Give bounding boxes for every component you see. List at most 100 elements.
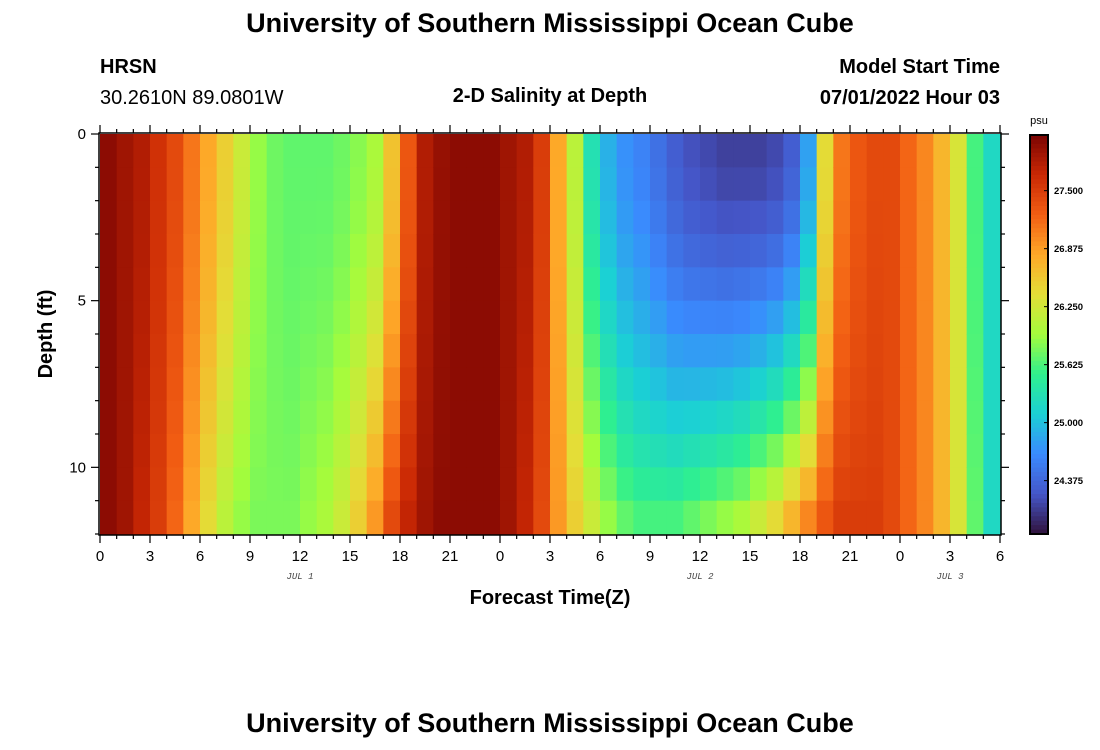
- heatmap-cell: [333, 300, 351, 335]
- heatmap-cell: [633, 167, 651, 202]
- heatmap-cell: [233, 200, 251, 235]
- colorbar-segment: [1030, 476, 1048, 482]
- heatmap-cell: [466, 500, 484, 535]
- heatmap-cell: [916, 234, 934, 268]
- heatmap-cell: [950, 300, 968, 335]
- heatmap-cell: [900, 167, 918, 202]
- colorbar-segment: [1030, 520, 1048, 526]
- heatmap-cell: [750, 400, 768, 435]
- heatmap-cell: [716, 267, 734, 302]
- heatmap-cell: [700, 400, 718, 435]
- heatmap-cell: [483, 467, 501, 502]
- heatmap-cell: [550, 234, 568, 268]
- heatmap-cell: [866, 267, 884, 302]
- heatmap-cell: [233, 434, 251, 468]
- heatmap-cell: [400, 267, 418, 302]
- heatmap-cell: [200, 367, 218, 402]
- y-tick-label: 10: [69, 459, 86, 476]
- heatmap-cell: [350, 300, 368, 335]
- heatmap-cell: [766, 134, 784, 168]
- colorbar-segment: [1030, 467, 1048, 473]
- heatmap-cell: [883, 467, 901, 502]
- heatmap-cell: [500, 234, 518, 268]
- x-tick-label: 18: [792, 548, 809, 565]
- heatmap-cell: [133, 400, 151, 435]
- heatmap-cell: [333, 167, 351, 202]
- heatmap-cell: [166, 234, 184, 268]
- colorbar-segment: [1030, 445, 1048, 451]
- heatmap-cell: [516, 400, 534, 435]
- colorbar-segment: [1030, 352, 1048, 358]
- heatmap-cell: [466, 234, 484, 268]
- heatmap-cell: [216, 167, 234, 202]
- heatmap-cell: [716, 200, 734, 235]
- heatmap-cell: [266, 267, 284, 302]
- heatmap-cell: [266, 234, 284, 268]
- heatmap-cell: [216, 434, 234, 468]
- heatmap-cell: [950, 467, 968, 502]
- heatmap-cell: [383, 234, 401, 268]
- heatmap-cell: [666, 134, 684, 168]
- heatmap-cell: [400, 167, 418, 202]
- x-tick-label: 0: [896, 548, 904, 565]
- heatmap-cell: [750, 267, 768, 302]
- heatmap-cell: [433, 334, 451, 368]
- heatmap-cell: [100, 267, 118, 302]
- heatmap-cell: [900, 467, 918, 502]
- heatmap-cell: [150, 367, 168, 402]
- heatmap-cell: [350, 467, 368, 502]
- heatmap-cell: [833, 434, 851, 468]
- heatmap-cell: [166, 134, 184, 168]
- heatmap-cell: [383, 267, 401, 302]
- heatmap-cell: [383, 467, 401, 502]
- heatmap-cell: [650, 434, 668, 468]
- heatmap-cell: [900, 200, 918, 235]
- heatmap-cell: [366, 367, 384, 402]
- heatmap-cell: [850, 134, 868, 168]
- heatmap-cell: [166, 267, 184, 302]
- heatmap-cell: [450, 167, 468, 202]
- heatmap-cell: [416, 400, 434, 435]
- heatmap-cell: [350, 167, 368, 202]
- heatmap-cell: [900, 234, 918, 268]
- heatmap-cell: [450, 334, 468, 368]
- heatmap-cell: [233, 300, 251, 335]
- heatmap-cell: [300, 134, 318, 168]
- heatmap-cell: [500, 467, 518, 502]
- colorbar-segment: [1030, 369, 1048, 375]
- heatmap-cell: [216, 200, 234, 235]
- heatmap-cell: [516, 167, 534, 202]
- colorbar-segment: [1030, 383, 1048, 389]
- y-tick-label: 0: [78, 126, 86, 143]
- heatmap-cell: [433, 267, 451, 302]
- heatmap-cell: [216, 467, 234, 502]
- heatmap-cell: [433, 200, 451, 235]
- heatmap-cell: [250, 167, 268, 202]
- heatmap-cell: [350, 400, 368, 435]
- heatmap-cell: [900, 134, 918, 168]
- heatmap-cell: [266, 367, 284, 402]
- colorbar-segment: [1030, 525, 1048, 531]
- heatmap-cell: [466, 467, 484, 502]
- heatmap-cell: [633, 334, 651, 368]
- heatmap-cell: [766, 434, 784, 468]
- colorbar-segment: [1030, 436, 1048, 442]
- heatmap-cell: [716, 467, 734, 502]
- heatmap-cell: [983, 400, 1001, 435]
- heatmap-cell: [983, 167, 1001, 202]
- heatmap-cell: [950, 500, 968, 535]
- heatmap-cell: [550, 167, 568, 202]
- heatmap-cell: [250, 400, 268, 435]
- heatmap-cell: [616, 400, 634, 435]
- heatmap-cell: [300, 200, 318, 235]
- heatmap-cell: [616, 267, 634, 302]
- heatmap-cell: [800, 267, 818, 302]
- heatmap-cell: [533, 500, 551, 535]
- heatmap-cell: [666, 267, 684, 302]
- heatmap-cell: [783, 467, 801, 502]
- heatmap-cell: [100, 300, 118, 335]
- heatmap-cell: [150, 400, 168, 435]
- heatmap-cell: [883, 134, 901, 168]
- heatmap-cell: [300, 334, 318, 368]
- heatmap-cell: [300, 400, 318, 435]
